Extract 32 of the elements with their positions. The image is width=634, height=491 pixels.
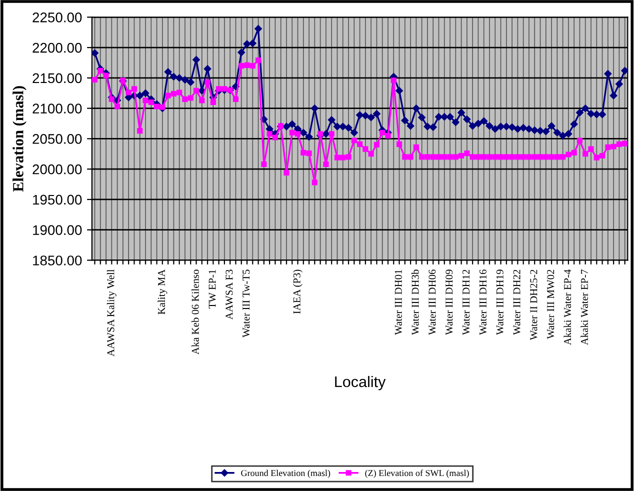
x-tick-label: Water III DH22 — [513, 270, 520, 335]
legend-label: (Z) Elevation of SWL (masl) — [365, 470, 469, 478]
y-tick-label: 2000.00 — [32, 164, 82, 174]
x-tick-label: Water III DH19 — [496, 270, 504, 335]
y-tick-label: 2100.00 — [32, 104, 82, 114]
x-tick-label: Akaki Water EP-7 — [580, 270, 588, 346]
x-tick-label: Water III DH12 — [462, 270, 470, 335]
y-tick-label: 2050.00 — [32, 134, 82, 144]
y-tick-label: 1900.00 — [33, 225, 82, 236]
x-tick-label: Water III DH3b — [411, 270, 419, 335]
x-tick-label: AAWSA Kality Well — [106, 269, 116, 356]
y-tick-label: 2200.00 — [32, 42, 82, 53]
x-tick-label: Aka Keb 06 Kilenso — [192, 270, 199, 354]
y-axis-title: Elevation (masl) — [12, 86, 26, 192]
x-tick-label: TW EP-1 — [208, 270, 216, 309]
x-tick-label: Water III DH09 — [446, 270, 453, 335]
x-tick-label: Water III DH01 — [394, 270, 402, 335]
x-tick-label: Water II DH25-2 — [530, 270, 538, 340]
y-tick-label: 1850.00 — [33, 256, 82, 266]
x-tick-label: Water III MW02 — [547, 270, 554, 339]
y-tick-label: 2250.00 — [32, 12, 82, 22]
x-tick-label: IAEA (P3) — [293, 270, 302, 314]
x-tick-label: AAWSA F3 — [226, 270, 233, 320]
legend-label: Ground Elevation (masl) — [241, 470, 330, 478]
x-tick-label: Kality MA — [158, 269, 168, 314]
x-axis-title: Locality — [335, 376, 386, 390]
x-tick-label: Water III DH16 — [479, 270, 487, 335]
x-tick-label: Akaki Water EP-4 — [564, 269, 572, 346]
x-tick-label: Water III DH06 — [428, 270, 436, 335]
x-tick-label: Water III Tw-T5 — [242, 270, 250, 338]
y-tick-label: 1950.00 — [33, 194, 82, 205]
y-tick-label: 2150.00 — [32, 73, 82, 84]
